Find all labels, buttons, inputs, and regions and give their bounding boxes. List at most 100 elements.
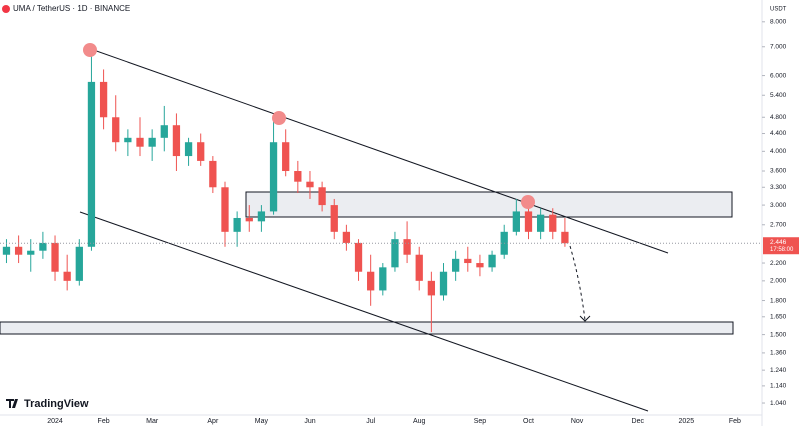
y-tick-label: 3.000 [770,202,787,209]
x-tick-label: Feb [98,418,110,425]
x-tick-label: 2024 [47,418,63,425]
candle-body [367,271,375,291]
candle-body [209,160,217,188]
y-tick-label: 1.650 [770,314,787,321]
candle-body [452,258,460,272]
candle-body [512,211,520,232]
y-tick-label: 5.400 [770,92,787,99]
candle-body [75,246,83,281]
y-tick-label: 1.800 [770,297,787,304]
candle-body [112,117,120,143]
candle-body [197,142,205,161]
candle-body [391,239,399,268]
x-tick-label: Aug [413,418,426,425]
candle-body [14,246,23,255]
touch-point [272,111,286,125]
candle-body [536,214,545,232]
candle-body [124,137,132,143]
y-tick-label: 1.500 [770,331,787,338]
y-tick-label: 1.040 [770,400,787,407]
countdown: 17:58:00 [770,247,794,253]
touch-point [83,43,97,57]
candle-body [233,217,241,232]
last-price-label: 2.446 [770,239,787,246]
y-tick-label: 3.600 [770,168,787,175]
candle-body [524,211,533,232]
candle-body [403,239,411,255]
candle-body [439,271,448,296]
x-tick-label: Oct [523,418,534,425]
symbol-icon [2,5,10,13]
x-tick-label: Jul [366,418,375,425]
y-tick-label: 1.140 [770,383,787,390]
candle-body [427,280,436,296]
candle-body [415,254,423,281]
y-tick-label: 2.200 [770,260,787,267]
candle-body [282,142,290,172]
candle-body [488,254,496,268]
candle-body [184,142,193,157]
upper-channel [87,47,669,254]
candle-body [160,125,168,138]
candle-body [63,271,71,281]
candle-body [39,242,47,251]
touch-point [521,195,535,209]
x-tick-label: Nov [571,418,584,425]
logo-icon [6,399,18,408]
candle-body [330,205,338,232]
lower-channel [79,211,649,412]
candle-body [136,137,144,147]
y-tick-label: 1.240 [770,367,787,374]
y-tick-label: 4.800 [770,114,787,121]
candle-body [27,250,35,255]
candle-body [221,187,229,232]
candle-body [257,211,266,222]
projection-arrow [569,245,586,321]
candle-body [561,231,569,244]
logo: TradingView [6,398,89,410]
y-tick-label: 2.700 [770,221,787,228]
chart-title: UMA / TetherUS · 1D · BINANCE [13,4,130,13]
x-tick-label: Dec [632,418,645,425]
touch-points [83,43,535,209]
x-tick-label: May [255,418,269,425]
candle-body [269,142,278,212]
candle-body [87,81,96,247]
x-tick-label: Mar [146,418,159,425]
candle-body [51,242,59,272]
y-tick-label: 1.360 [770,350,787,357]
logo-text: TradingView [24,398,89,410]
last-price-tag [763,237,799,255]
x-tick-label: Feb [729,418,741,425]
y-tick-label: 3.300 [770,184,787,191]
y-tick-label: 4.400 [770,130,787,137]
candle-body [318,187,326,206]
candle-body [549,214,557,232]
x-tick-label: Apr [207,418,219,425]
x-tick-label: 2025 [679,418,695,425]
candle-body [294,171,302,182]
candle-body [379,267,387,291]
x-tick-label: Sep [474,418,487,425]
candle-body [464,258,472,264]
candle-body [172,125,181,157]
y-tick-label: 2.000 [770,278,787,285]
y-tick-label: 8.000 [770,19,787,26]
resistance-zone [245,191,733,218]
candle-body [99,81,108,118]
arrow-head [579,315,591,322]
candle-body [2,246,11,255]
y-tick-label: 7.000 [770,43,787,50]
candles [2,46,569,333]
y-tick-label: 6.000 [770,72,787,79]
candle-body [148,137,156,147]
candle-body [342,231,351,243]
quote-currency: USDT [770,7,787,13]
support-zone [0,321,734,335]
drawings [0,47,734,412]
y-tick-label: 4.000 [770,148,787,155]
candle-body [245,217,253,222]
candle-body [354,242,363,272]
x-tick-label: Jun [304,418,315,425]
